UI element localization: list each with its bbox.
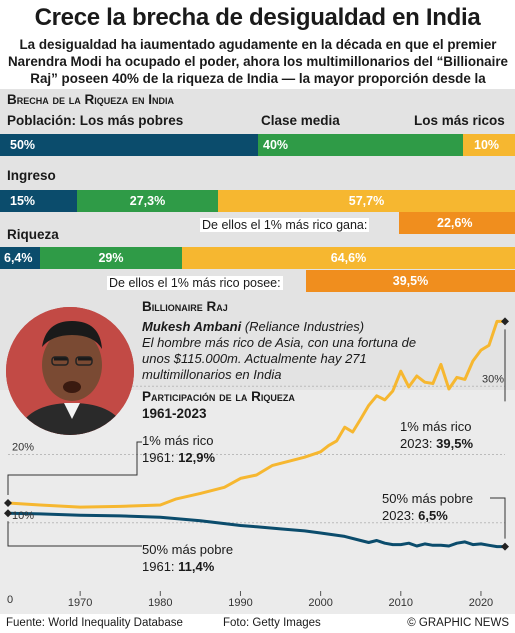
riqueza-bar-pobres: 6,4% (0, 247, 40, 269)
x-tick-label: 1990 (228, 597, 252, 609)
source-credit: Fuente: World Inequality Database (6, 617, 183, 629)
y-tick-label: 20% (12, 442, 34, 454)
poblacion-label: Población: Los más pobres (7, 113, 184, 128)
x-tick-label: 1980 (148, 597, 172, 609)
portrait-photo (6, 307, 134, 435)
riqueza-note: De ellos el 1% más rico posee: (107, 276, 283, 290)
brecha-heading: Brecha de la Riqueza en India (7, 92, 175, 107)
bot50-1961-annotation: 50% más pobre 1961: 11,4% (142, 542, 234, 574)
riqueza-bar-media: 29% (40, 247, 182, 269)
series-start-marker-0 (4, 498, 12, 507)
billionaire-text: Mukesh Ambani (Reliance Industries) El h… (142, 319, 422, 383)
ingreso-bar-media: 27,3% (77, 190, 218, 212)
leader-top1-1961 (7, 441, 142, 495)
poblacion-bar-pobres: 50% (0, 134, 258, 156)
ingreso-top1-bar: 22,6% (399, 212, 515, 234)
riqueza-bar-ricos: 64,6% (182, 247, 515, 269)
ingreso-label: Ingreso (7, 168, 56, 183)
chart-ticks: 0 10% 20% 30% 1970 1980 1990 2000 2010 2020 (7, 373, 504, 609)
x-tick-label: 2000 (308, 597, 332, 609)
billionaire-name: Mukesh Ambani (142, 319, 242, 334)
ingreso-bar-pobres: 15% (0, 190, 77, 212)
billionaire-desc: El hombre más rico de Asia, con una fort… (142, 335, 417, 382)
chart-lines (4, 317, 509, 551)
series-end-marker-0 (501, 317, 509, 326)
leader-bot50-2023 (490, 497, 506, 539)
annotation-leaders (7, 329, 506, 547)
clase-media-label: Clase media (261, 113, 340, 128)
top1-2023-annotation: 1% más rico 2023: 39,5% (400, 419, 474, 451)
leader-bot50-1961 (7, 521, 142, 547)
y-tick-label: 10% (12, 510, 34, 522)
riqueza-top1-bar: 39,5% (306, 270, 515, 292)
bot50-2023-annotation: 50% más pobre 2023: 6,5% (382, 491, 474, 523)
x-tick-label: 1970 (68, 597, 92, 609)
chart-title: Participación de la Riqueza 1961-2023 (142, 389, 295, 421)
y-tick-label: 30% (482, 373, 504, 385)
photo-credit: Foto: Getty Images (223, 617, 321, 629)
series-end-marker-1 (501, 542, 509, 551)
series-start-marker-1 (4, 509, 12, 518)
top1-1961-annotation: 1% más rico 1961: 12,9% (142, 433, 216, 465)
mas-ricos-label: Los más ricos (414, 113, 505, 128)
chart-grid (8, 385, 505, 524)
page-subtitle: La desigualdad ha iaumentado agudamente … (8, 37, 509, 103)
series-line-1 (7, 511, 505, 549)
series-line-0 (7, 319, 505, 509)
x-tick-label: 2020 (469, 597, 493, 609)
poblacion-bar-media: 40% (258, 134, 463, 156)
billionaire-heading: Billionaire Raj (142, 299, 228, 314)
page-title: Crece la brecha de desigualdad en India (34, 4, 481, 31)
graphic-news-credit: © GRAPHIC NEWS (407, 617, 509, 629)
ingreso-note: De ellos el 1% más rico gana: (200, 218, 370, 232)
riqueza-label: Riqueza (7, 227, 59, 242)
poblacion-bar-ricos: 10% (463, 134, 515, 156)
x-tick-label: 2010 (389, 597, 413, 609)
portrait-icon (6, 307, 134, 435)
y-tick-label: 0 (7, 594, 13, 606)
ingreso-bar-ricos: 57,7% (218, 190, 515, 212)
billionaire-company: (Reliance Industries) (244, 319, 365, 334)
